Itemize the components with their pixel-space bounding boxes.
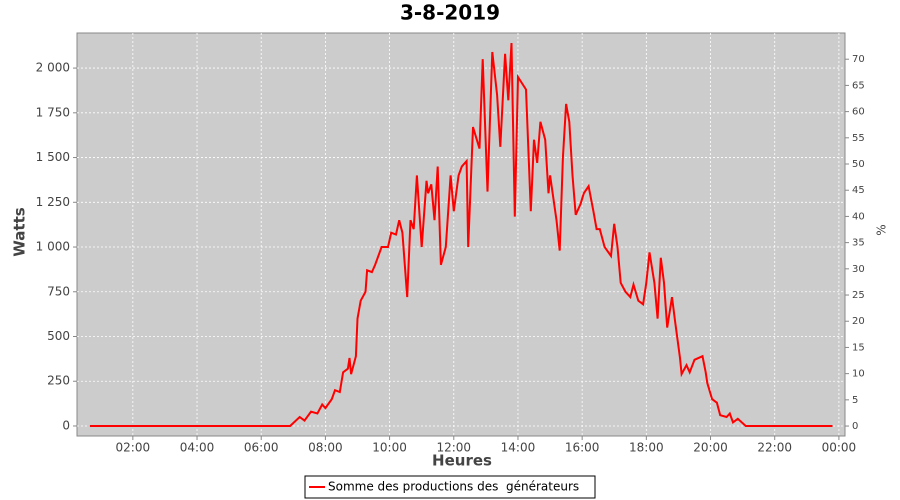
x-tick-label: 06:00 [244,441,279,455]
plot-area [76,32,846,437]
x-tick-label: 08:00 [308,441,343,455]
data-line [89,42,833,427]
y2-tick-label: 35 [852,238,865,249]
y-tick-label: 750 [47,284,70,298]
y2-tick-label: 70 [852,54,865,65]
x-tick-label: 16:00 [565,441,600,455]
y2-tick-label: 50 [852,159,865,170]
x-tick-label: 02:00 [116,441,151,455]
y-tick-label: 1 750 [36,105,70,119]
y2-tick-label: 15 [852,342,865,353]
y-tick-label: 0 [62,418,70,432]
y2-tick-label: 45 [852,185,865,196]
y-tick-label: 500 [47,329,70,343]
x-tick-label: 22:00 [757,441,792,455]
y-tick-label: 1 500 [36,150,70,164]
x-tick-label: 14:00 [501,441,536,455]
x-axis-label: Heures [432,452,492,470]
x-tick-label: 10:00 [372,441,407,455]
x-tick-label: 04:00 [180,441,215,455]
y2-tick-label: 10 [852,369,865,380]
y-tick-label: 1 000 [36,240,70,254]
y2-tick-label: 55 [852,133,865,144]
y2-tick-label: 5 [852,395,858,406]
y2-tick-label: 30 [852,264,865,275]
y2-tick-label: 25 [852,290,865,301]
legend [304,475,596,499]
chart-title: 3-8-2019 [400,1,500,25]
y2-tick-label: 0 [852,421,858,432]
y2-tick-label: 40 [852,211,865,222]
y-tick-label: 2 000 [36,61,70,75]
x-tick-label: 18:00 [629,441,664,455]
y-axis-label: Watts [11,207,29,256]
y-tick-label: 1 250 [36,195,70,209]
x-tick-label: 12:00 [436,441,471,455]
x-tick-label: 20:00 [693,441,728,455]
y2-axis-label: % [875,224,889,235]
y2-tick-label: 65 [852,80,865,91]
y2-tick-label: 20 [852,316,865,327]
legend-label: Somme des productions des générateurs [328,480,579,494]
y-tick-label: 250 [47,374,70,388]
y2-tick-label: 60 [852,107,865,118]
x-tick-label: 00:00 [822,441,857,455]
